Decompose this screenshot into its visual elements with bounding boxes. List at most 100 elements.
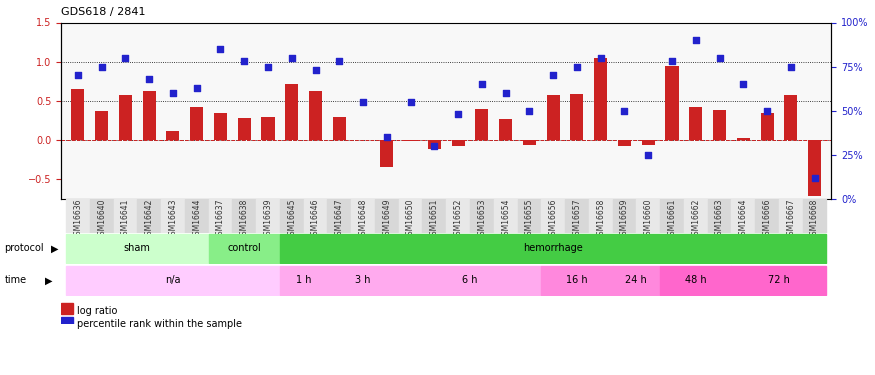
Text: GSM16662: GSM16662 [691, 199, 700, 240]
Point [689, 37, 703, 43]
Bar [161, 199, 185, 232]
Point [118, 55, 132, 61]
Bar [547, 95, 560, 140]
Text: GSM16637: GSM16637 [216, 199, 225, 240]
Text: GSM16652: GSM16652 [453, 199, 463, 240]
Bar [517, 199, 542, 232]
Bar [309, 91, 322, 140]
Bar [684, 199, 708, 232]
Bar [381, 140, 394, 167]
Bar [612, 199, 636, 232]
Text: 16 h: 16 h [566, 275, 588, 285]
Bar [327, 266, 399, 295]
Text: GSM16666: GSM16666 [763, 199, 772, 240]
Point [214, 46, 228, 52]
Bar [779, 199, 802, 232]
Bar [404, 140, 417, 141]
Bar [351, 199, 375, 232]
Bar [256, 199, 280, 232]
Text: 1 h: 1 h [296, 275, 311, 285]
Point [522, 108, 536, 114]
Bar [214, 112, 227, 140]
Text: percentile rank within the sample: percentile rank within the sample [77, 320, 242, 329]
Point [380, 134, 394, 140]
Point [284, 55, 298, 61]
Bar [238, 118, 251, 140]
Text: GSM16658: GSM16658 [596, 199, 605, 240]
Text: GSM16641: GSM16641 [121, 199, 130, 240]
Bar [428, 140, 441, 149]
Text: GSM16636: GSM16636 [74, 199, 82, 240]
Text: GSM16657: GSM16657 [572, 199, 582, 240]
Text: GSM16663: GSM16663 [715, 199, 724, 240]
Bar [760, 112, 774, 140]
Bar [493, 199, 517, 232]
Bar [660, 199, 684, 232]
Bar [72, 89, 84, 140]
Point [237, 58, 251, 64]
Bar [90, 199, 114, 232]
Point [452, 111, 466, 117]
Bar [808, 140, 821, 196]
Point [166, 90, 180, 96]
Bar [119, 94, 132, 140]
Bar [233, 199, 256, 232]
Text: GSM16651: GSM16651 [430, 199, 439, 240]
Bar [332, 117, 346, 140]
Bar [185, 199, 208, 232]
Bar [280, 234, 827, 263]
Bar [618, 140, 631, 146]
Bar [446, 199, 470, 232]
Text: log ratio: log ratio [77, 306, 117, 316]
Bar [280, 199, 304, 232]
Text: 24 h: 24 h [626, 275, 648, 285]
Text: GSM16653: GSM16653 [478, 199, 487, 240]
Text: GSM16639: GSM16639 [263, 199, 272, 240]
Bar [470, 199, 494, 232]
Point [712, 55, 726, 61]
Bar [114, 199, 137, 232]
Bar [262, 117, 275, 140]
Bar [732, 266, 827, 295]
Bar [61, 316, 73, 327]
Bar [66, 266, 280, 295]
Bar [61, 303, 73, 314]
Bar [660, 266, 732, 295]
Bar [708, 199, 731, 232]
Point [808, 175, 822, 181]
Point [760, 108, 774, 114]
Point [427, 143, 441, 149]
Point [618, 108, 632, 114]
Text: GSM16650: GSM16650 [406, 199, 415, 240]
Text: GSM16667: GSM16667 [787, 199, 795, 240]
Bar [612, 266, 660, 295]
Bar [208, 234, 280, 263]
Bar [375, 199, 399, 232]
Bar [523, 140, 536, 145]
Point [475, 81, 489, 87]
Bar [565, 199, 589, 232]
Text: GSM16648: GSM16648 [359, 199, 368, 240]
Bar [690, 107, 703, 140]
Text: 6 h: 6 h [462, 275, 478, 285]
Text: n/a: n/a [165, 275, 181, 285]
Text: GSM16649: GSM16649 [382, 199, 391, 240]
Bar [594, 58, 607, 140]
Bar [802, 199, 827, 232]
Text: GDS618 / 2841: GDS618 / 2841 [61, 7, 146, 17]
Bar [542, 199, 565, 232]
Point [356, 99, 370, 105]
Point [403, 99, 417, 105]
Bar [732, 199, 755, 232]
Bar [208, 199, 233, 232]
Text: GSM16647: GSM16647 [335, 199, 344, 240]
Bar [589, 199, 612, 232]
Bar [542, 266, 612, 295]
Text: GSM16668: GSM16668 [810, 199, 819, 240]
Text: protocol: protocol [4, 243, 44, 254]
Bar [399, 266, 542, 295]
Bar [423, 199, 446, 232]
Text: hemorrhage: hemorrhage [523, 243, 583, 254]
Bar [280, 266, 327, 295]
Text: control: control [228, 243, 261, 254]
